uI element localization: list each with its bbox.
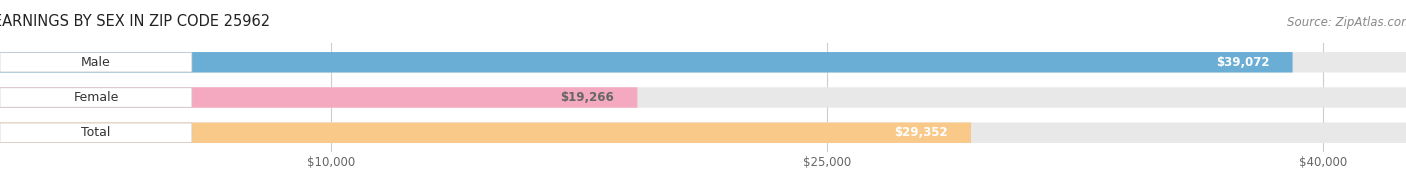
FancyBboxPatch shape: [0, 87, 637, 108]
Text: Male: Male: [82, 56, 111, 69]
Text: Source: ZipAtlas.com: Source: ZipAtlas.com: [1288, 16, 1406, 29]
FancyBboxPatch shape: [0, 122, 972, 143]
Text: EARNINGS BY SEX IN ZIP CODE 25962: EARNINGS BY SEX IN ZIP CODE 25962: [0, 14, 270, 29]
FancyBboxPatch shape: [0, 88, 191, 107]
Text: Total: Total: [82, 126, 111, 139]
Text: $19,266: $19,266: [561, 91, 614, 104]
FancyBboxPatch shape: [0, 53, 191, 72]
FancyBboxPatch shape: [0, 122, 1406, 143]
FancyBboxPatch shape: [0, 52, 1292, 73]
Text: $39,072: $39,072: [1216, 56, 1270, 69]
Text: Female: Female: [73, 91, 118, 104]
FancyBboxPatch shape: [0, 123, 191, 142]
FancyBboxPatch shape: [0, 52, 1406, 73]
FancyBboxPatch shape: [0, 87, 1406, 108]
Text: $29,352: $29,352: [894, 126, 948, 139]
